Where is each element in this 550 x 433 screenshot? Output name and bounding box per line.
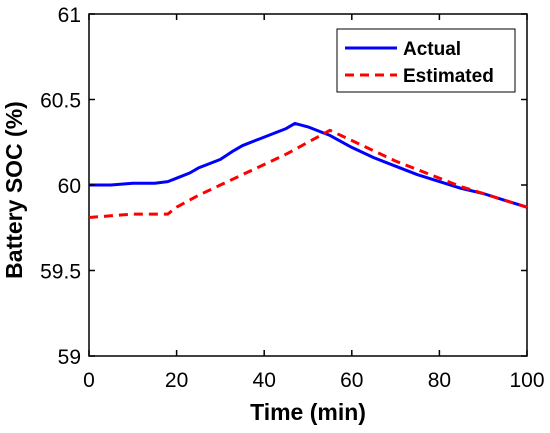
tick-marks	[88, 13, 528, 357]
y-tick-label: 60	[58, 175, 81, 198]
x-tick-label: 20	[165, 369, 188, 392]
series-line-estimated	[88, 128, 528, 219]
legend-box	[336, 28, 516, 93]
x-tick-labels: 0 20 40 60 80 100	[83, 369, 544, 392]
y-tick-labels: 59 59.5 60 60.5 61	[40, 4, 81, 369]
series-layer	[88, 121, 528, 219]
y-tick-label: 59.5	[40, 261, 81, 284]
legend: Actual Estimated	[336, 28, 516, 93]
x-tick-label: 100	[509, 369, 544, 392]
legend-label-actual: Actual	[403, 39, 461, 60]
series-line-actual	[89, 121, 528, 209]
x-tick-label: 80	[428, 369, 451, 392]
x-tick-label: 0	[83, 369, 95, 392]
legend-label-estimated: Estimated	[403, 66, 494, 87]
x-tick-label: 40	[253, 369, 276, 392]
y-axis-title: Battery SOC (%)	[1, 101, 27, 279]
y-tick-label: 59	[58, 346, 81, 369]
y-tick-label: 60.5	[40, 90, 81, 113]
x-tick-label: 60	[340, 369, 363, 392]
y-tick-label: 61	[58, 4, 81, 27]
x-axis-title: Time (min)	[250, 399, 366, 425]
